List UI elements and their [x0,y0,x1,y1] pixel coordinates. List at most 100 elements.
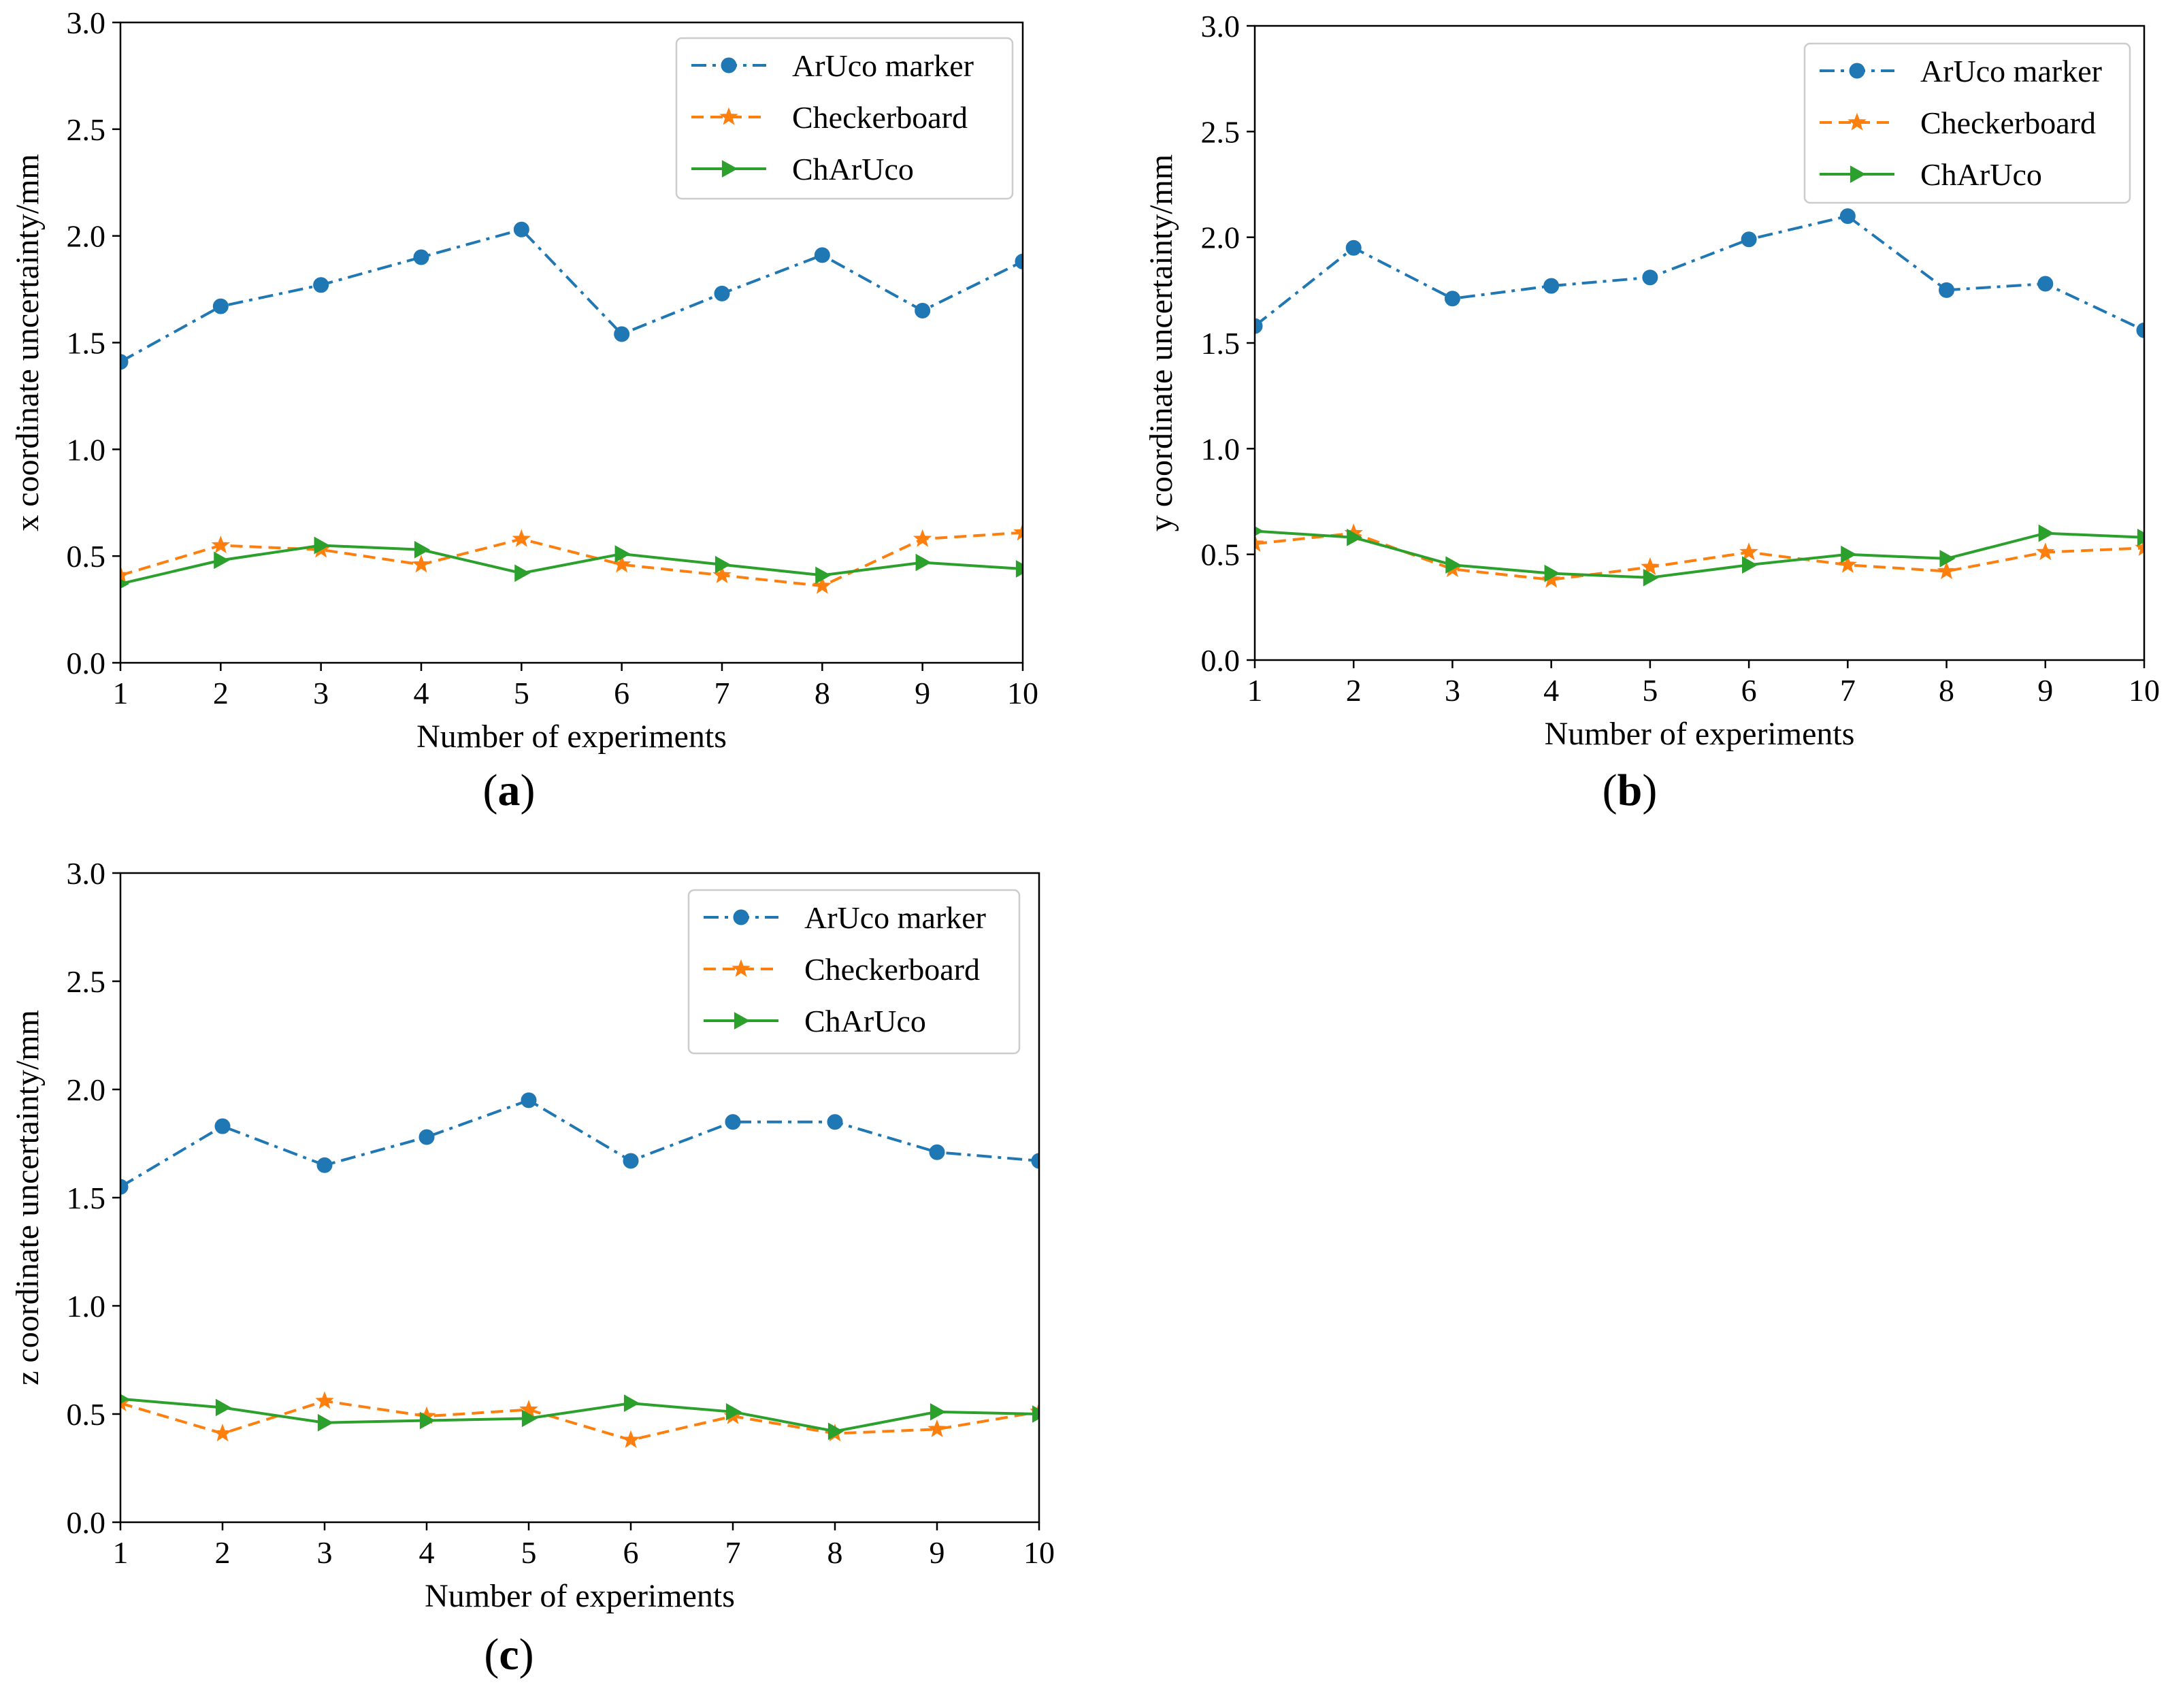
panel-label: (a) [483,766,536,815]
panel-label: (c) [484,1630,533,1679]
data-point-charuco [317,1413,334,1432]
x-tick-label: 10 [1023,1535,1055,1570]
data-point-charuco [1939,550,1956,568]
y-axis-label: y coordinate uncertainty/mm [1143,154,1179,531]
series-aruco [120,1092,1039,1195]
x-tick-label: 5 [514,676,529,710]
data-point-charuco [314,536,330,555]
y-tick-label: 1.5 [67,1181,106,1215]
series-line-checkerboard [120,1399,1039,1442]
data-point-charuco [1347,528,1363,546]
legend-marker-charuco [734,1012,751,1030]
series-charuco [1255,524,2144,587]
legend-label-checkerboard: Checkerboard [792,100,968,135]
data-point-checkerboard [927,1419,947,1437]
y-tick-label: 1.0 [1201,431,1241,466]
data-point-aruco [1031,1153,1039,1169]
series-line-checkerboard [1255,531,2144,581]
legend-marker-aruco [1849,63,1865,79]
x-tick-label: 3 [317,1535,333,1570]
data-point-aruco [1939,282,1955,298]
legend-marker-aruco [721,57,737,73]
data-point-charuco [827,1422,844,1441]
data-point-charuco [419,1411,436,1430]
series-aruco [120,221,1023,370]
legend-label-charuco: ChArUco [1920,157,2042,192]
y-tick-label: 1.5 [67,326,106,361]
data-point-charuco [1841,545,1857,563]
series-line-checkerboard [120,531,1023,588]
data-point-charuco [2137,528,2144,546]
data-point-aruco [2136,322,2144,338]
legend-label-charuco: ChArUco [804,1004,926,1038]
data-point-aruco [1255,318,1263,334]
legend: ArUco marker Checkerboard ChArUco [687,889,1021,1055]
x-tick-label: 9 [915,676,930,710]
data-point-aruco [915,302,931,318]
data-point-checkerboard [1641,557,1660,575]
data-point-aruco [1741,231,1757,248]
data-point-charuco [1742,556,1758,574]
data-point-charuco [915,553,932,572]
x-axis-label: Number of experiments [416,719,727,755]
series-aruco [1255,208,2144,338]
x-tick-label: 4 [414,676,429,710]
data-point-aruco [1015,253,1023,269]
data-point-aruco [827,1114,843,1130]
data-point-aruco [214,1118,231,1134]
data-point-aruco [929,1144,945,1160]
data-point-checkerboard [913,529,932,547]
data-point-aruco [1543,278,1560,294]
x-tick-label: 8 [1939,673,1954,708]
legend-box [675,37,1014,200]
data-point-charuco [214,551,230,570]
x-tick-label: 3 [1445,673,1460,708]
legend-marker-checkerboard [732,959,751,977]
data-point-checkerboard [519,1400,538,1418]
series-line-aruco [120,228,1023,363]
data-point-charuco [614,545,631,563]
x-axis-label: Number of experiments [425,1578,735,1614]
y-tick-label: 1.0 [67,1289,106,1324]
data-point-checkerboard [512,529,531,547]
x-tick-label: 6 [1741,673,1757,708]
x-tick-label: 2 [215,1535,231,1570]
data-point-checkerboard [1739,542,1758,561]
data-point-aruco [623,1153,639,1169]
y-tick-label: 1.0 [67,432,106,467]
x-tick-label: 4 [419,1535,435,1570]
data-point-charuco [1445,556,1462,574]
series-charuco [120,1394,1039,1441]
series-line-aruco [1255,214,2144,332]
data-point-checkerboard [315,1391,334,1409]
data-point-aruco [1839,208,1856,225]
x-tick-label: 5 [521,1535,537,1570]
data-point-charuco [1032,1405,1039,1423]
data-point-checkerboard [1255,533,1264,552]
data-point-aruco [513,221,529,237]
data-point-aruco [316,1157,333,1173]
y-tick-label: 3.0 [1201,9,1241,44]
y-tick-label: 0.0 [1201,643,1241,678]
legend-marker-charuco [1850,165,1867,183]
data-point-checkerboard [213,1424,232,1442]
x-tick-label: 8 [827,1535,843,1570]
y-tick-label: 2.0 [67,219,106,254]
y-tick-label: 2.5 [67,112,106,147]
legend-label-aruco: ArUco marker [792,48,974,83]
data-point-checkerboard [1013,523,1023,541]
x-axis-label: Number of experiments [1545,716,1855,752]
data-point-charuco [815,566,832,585]
legend-marker-checkerboard [1847,112,1867,131]
y-tick-label: 0.5 [1201,538,1241,572]
data-point-aruco [120,1179,129,1195]
y-tick-label: 2.0 [1201,220,1241,255]
x-tick-label: 2 [1346,673,1362,708]
x-tick-label: 1 [1247,673,1263,708]
x-tick-label: 1 [113,1535,129,1570]
legend-label-aruco: ArUco marker [804,900,986,935]
legend-label-checkerboard: Checkerboard [1920,105,2096,140]
y-tick-label: 0.0 [67,1505,106,1540]
chart-panel-a: 1 2 3 4 5 6 7 8 9 10 0.0 0.5 1.0 1.5 2.0 2.5 3.0 Number o… [10,5,1038,815]
data-point-aruco [725,1114,741,1130]
